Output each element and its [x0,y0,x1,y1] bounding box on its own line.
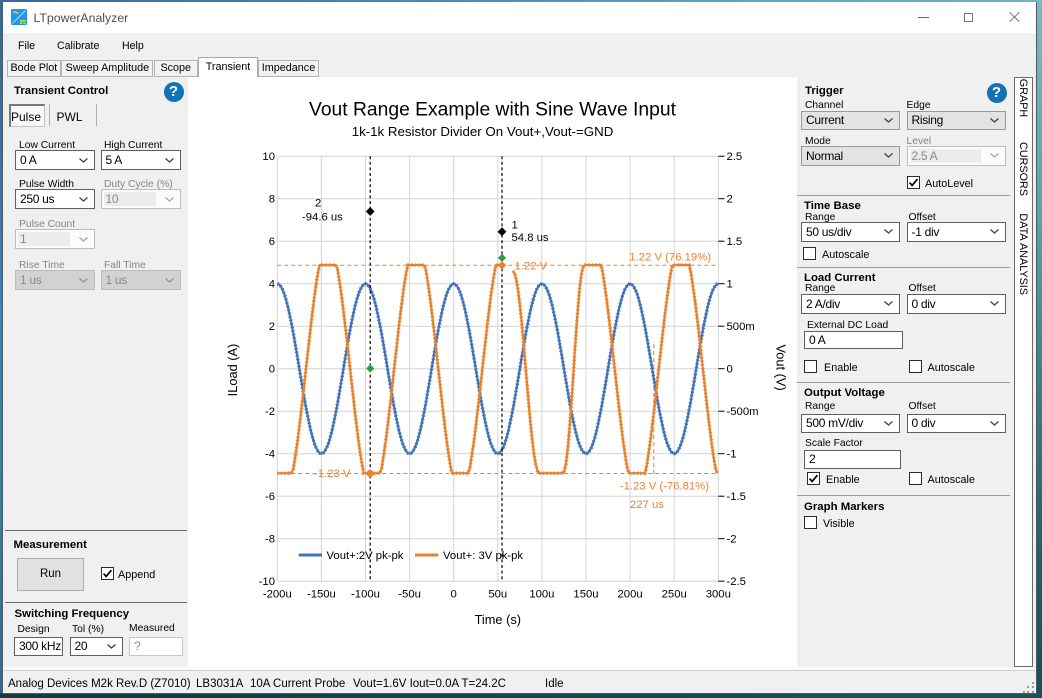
svg-text:-1.23 V: -1.23 V [314,468,351,480]
svg-text:8: 8 [269,194,275,206]
svg-text:4: 4 [269,279,275,291]
svg-text:-1: -1 [727,449,737,461]
svg-text:-4: -4 [265,449,275,461]
svg-text:Time (s): Time (s) [475,612,521,627]
svg-text:200u: 200u [618,589,643,601]
svg-text:-500m: -500m [727,406,759,418]
svg-text:1: 1 [512,219,518,231]
svg-text:Vout+:2V pk-pk: Vout+:2V pk-pk [327,550,404,562]
svg-text:-2: -2 [727,534,737,546]
svg-text:227 us: 227 us [630,499,664,511]
svg-text:-10: -10 [259,576,275,588]
svg-text:-1.5: -1.5 [727,491,746,503]
svg-text:Vout+: 3V pk-pk: Vout+: 3V pk-pk [443,550,523,562]
svg-text:2.5: 2.5 [727,151,743,163]
svg-text:54.8 us: 54.8 us [512,232,549,244]
svg-text:10: 10 [262,151,275,163]
svg-text:300u: 300u [706,589,731,601]
svg-text:2: 2 [315,198,321,210]
svg-text:100u: 100u [529,589,554,601]
svg-text:1.22 V: 1.22 V [515,261,548,273]
svg-text:50u: 50u [488,589,507,601]
svg-text:-200u: -200u [263,589,292,601]
svg-text:2: 2 [727,194,733,206]
svg-text:-2.5: -2.5 [727,576,746,588]
svg-text:-8: -8 [265,534,275,546]
svg-text:0: 0 [451,589,457,601]
svg-text:-94.6 us: -94.6 us [302,212,343,224]
svg-text:-50u: -50u [398,589,421,601]
svg-text:2: 2 [269,321,275,333]
svg-text:-100u: -100u [351,589,380,601]
svg-text:6: 6 [269,236,275,248]
svg-text:250u: 250u [662,589,687,601]
svg-text:0: 0 [269,364,275,376]
svg-text:1k-1k Resistor Divider On Vout: 1k-1k Resistor Divider On Vout+,Vout-=GN… [352,124,614,139]
svg-text:-1.23 V (-76.81%): -1.23 V (-76.81%) [620,481,709,493]
svg-text:1.5: 1.5 [727,236,743,248]
svg-text:150u: 150u [573,589,598,601]
svg-text:Vout (V): Vout (V) [774,344,789,390]
svg-text:1.22 V (76.19%): 1.22 V (76.19%) [629,252,711,264]
svg-text:Vout Range Example with Sine W: Vout Range Example with Sine Wave Input [309,100,677,121]
svg-text:0: 0 [727,364,733,376]
svg-text:ILoad (A): ILoad (A) [225,344,240,397]
svg-text:-6: -6 [265,491,275,503]
svg-text:500m: 500m [727,321,755,333]
svg-text:-150u: -150u [307,589,336,601]
svg-text:1: 1 [727,279,733,291]
svg-text:-2: -2 [265,406,275,418]
